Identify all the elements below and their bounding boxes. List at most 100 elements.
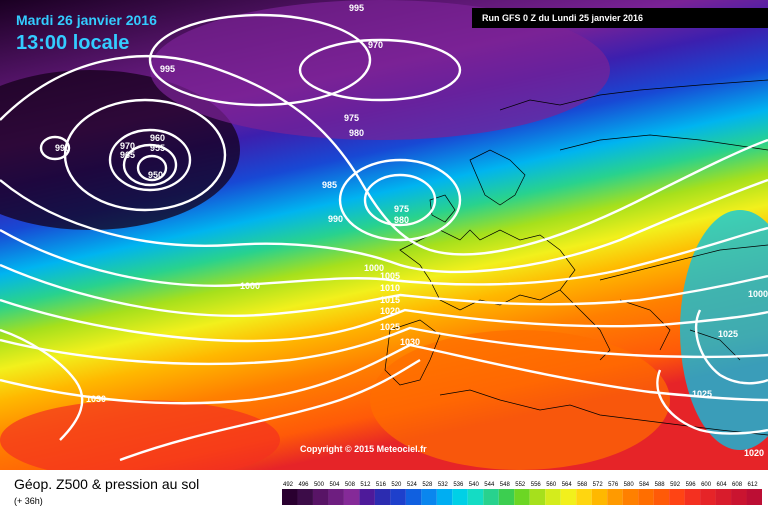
scale-tick-label: 576 [608, 482, 619, 488]
scale-tick-label: 552 [515, 482, 526, 488]
scale-swatch [731, 489, 747, 505]
scale-swatch [576, 489, 592, 505]
color-scale: 492 496 500 504 508 512 516 520 524 528 532 536 540 5… [282, 482, 762, 505]
scale-swatch [390, 489, 406, 505]
scale-swatch [638, 489, 654, 505]
scale-swatch [374, 489, 391, 505]
scale-swatch [467, 489, 484, 505]
pressure-label: 1025 [380, 322, 400, 332]
scale-swatch [297, 489, 313, 505]
pressure-label: 980 [394, 215, 409, 225]
copyright-notice: Copyright © 2015 Meteociel.fr [300, 444, 427, 454]
scale-swatch [700, 489, 716, 505]
scale-swatch [560, 489, 577, 505]
pressure-label: 1000 [364, 263, 384, 273]
scale-swatch [436, 489, 453, 505]
pressure-label: 1020 [744, 448, 764, 458]
scale-tick-label: 536 [453, 482, 464, 488]
scale-swatch [529, 489, 546, 505]
scale-tick-label: 596 [686, 482, 697, 488]
scale-tick-label: 568 [577, 482, 588, 488]
scale-tick-label: 592 [670, 482, 681, 488]
scale-swatch [359, 489, 375, 505]
scale-tick-label: 584 [639, 482, 650, 488]
pressure-label: 975 [394, 204, 409, 214]
pressure-label: 1015 [380, 295, 400, 305]
pressure-label: 995 [160, 64, 175, 74]
coastlines [384, 79, 768, 436]
pressure-label: 1000 [748, 289, 768, 299]
scale-swatch [452, 489, 468, 505]
subtropical-ridge-shading [370, 330, 670, 470]
pressure-label: 985 [322, 180, 337, 190]
pressure-label: 1020 [380, 306, 400, 316]
scale-swatch [514, 489, 530, 505]
scale-tick-label: 564 [562, 482, 573, 488]
scale-swatch [328, 489, 344, 505]
pressure-label: 955 [150, 143, 165, 153]
legend-bar: Géop. Z500 & pression au sol (+ 36h) 492… [0, 470, 768, 512]
scale-swatch [669, 489, 685, 505]
forecast-date: Mardi 26 janvier 2016 [16, 12, 157, 28]
pressure-label: 975 [344, 113, 359, 123]
scale-swatch [684, 489, 701, 505]
scale-swatch [715, 489, 732, 505]
model-run-banner: Run GFS 0 Z du Lundi 25 janvier 2016 [472, 8, 768, 28]
scale-swatch [746, 489, 762, 505]
scale-tick-label: 580 [624, 482, 635, 488]
scale-tick-label: 556 [531, 482, 542, 488]
pressure-label: 1030 [400, 337, 420, 347]
scale-tick-label: 532 [438, 482, 449, 488]
scale-tick-label: 588 [655, 482, 666, 488]
scale-tick-label: 504 [329, 482, 340, 488]
pressure-label: 1025 [692, 389, 712, 399]
pressure-label: 1010 [380, 283, 400, 293]
pressure-label: 990 [328, 214, 343, 224]
pressure-label: 980 [349, 128, 364, 138]
pressure-label: 1000 [240, 281, 260, 291]
scale-tick-label: 512 [360, 482, 371, 488]
scale-tick-label: 528 [422, 482, 433, 488]
scale-tick-label: 560 [546, 482, 557, 488]
scale-swatch [622, 489, 639, 505]
scale-tick-label: 544 [484, 482, 495, 488]
legend-subtitle: (+ 36h) [14, 496, 43, 506]
scale-swatch [282, 489, 298, 505]
scale-tick-label: 612 [748, 482, 759, 488]
deep-low-shading [0, 70, 240, 230]
scale-tick-label: 508 [345, 482, 356, 488]
scale-swatch [591, 489, 608, 505]
scale-swatch [343, 489, 360, 505]
pressure-label: 1030 [86, 394, 106, 404]
scale-swatch [498, 489, 515, 505]
scale-tick-label: 600 [701, 482, 712, 488]
pressure-label: 1005 [380, 271, 400, 281]
scale-swatch [653, 489, 670, 505]
pressure-label: 990 [55, 143, 70, 153]
isobars [0, 13, 768, 462]
scale-swatch [607, 489, 623, 505]
scale-tick-label: 604 [717, 482, 728, 488]
scale-tick-label: 540 [469, 482, 480, 488]
scale-tick-label: 496 [298, 482, 309, 488]
scale-swatch [312, 489, 329, 505]
pressure-label: 970 [120, 141, 135, 151]
pressure-label: 965 [120, 150, 135, 160]
scale-swatch [545, 489, 561, 505]
forecast-time: 13:00 locale [16, 32, 130, 54]
scale-tick-label: 500 [314, 482, 325, 488]
weather-map: 995 970 995 975 980 990 960 955 970 965 … [0, 0, 768, 470]
scale-tick-label: 516 [376, 482, 387, 488]
scale-tick-label: 520 [391, 482, 402, 488]
pressure-label: 995 [349, 3, 364, 13]
pressure-label: 960 [150, 133, 165, 143]
east-cold-shading [680, 210, 768, 450]
scale-tick-label: 492 [283, 482, 294, 488]
scale-swatch [405, 489, 422, 505]
pressure-label: 1025 [718, 329, 738, 339]
scale-swatch [421, 489, 437, 505]
legend-title: Géop. Z500 & pression au sol [14, 476, 200, 492]
scale-tick-label: 548 [500, 482, 511, 488]
scale-tick-label: 572 [593, 482, 604, 488]
